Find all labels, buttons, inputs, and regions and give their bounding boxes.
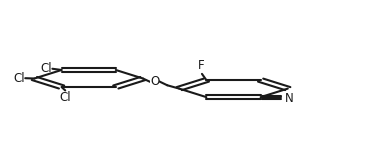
Text: Cl: Cl bbox=[13, 72, 25, 85]
Text: Cl: Cl bbox=[40, 62, 52, 75]
Text: N: N bbox=[285, 92, 294, 105]
Text: F: F bbox=[198, 59, 204, 72]
Text: Cl: Cl bbox=[59, 91, 71, 104]
Text: O: O bbox=[150, 75, 159, 88]
